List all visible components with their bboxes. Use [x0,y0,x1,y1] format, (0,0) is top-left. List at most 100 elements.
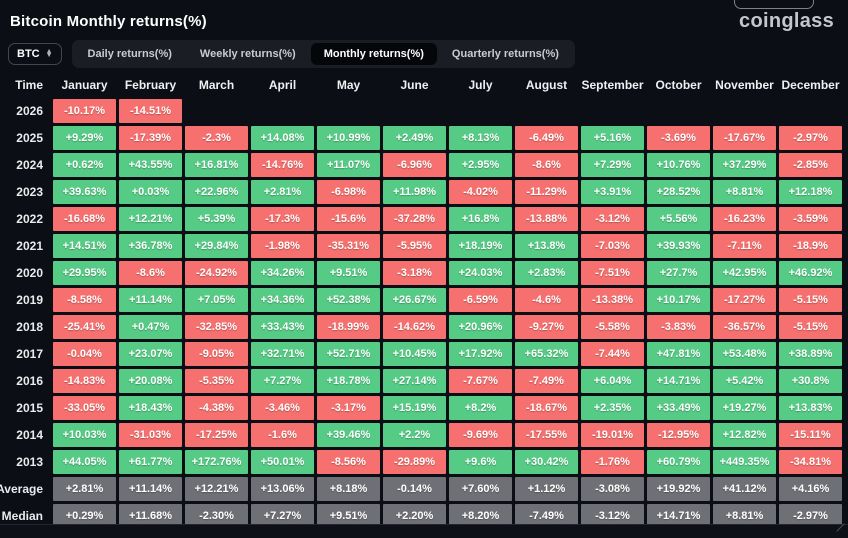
table-row-2013: 2013 +44.05% +61.77% +172.76% +50.01% -8.56% -… [0,450,842,474]
return-cell: +46.92% [779,261,842,285]
return-cell: -13.38% [581,288,644,312]
return-cell: -17.3% [251,207,314,231]
tab-daily-returns[interactable]: Daily returns(%) [75,43,185,65]
return-cell: +53.48% [713,342,776,366]
row-label: 2023 [16,185,43,199]
return-cell: -6.96% [383,153,446,177]
column-header-november: November [715,78,774,92]
table-row-2023: 2023 +39.63% +0.03% +22.96% +2.81% -6.98% +11.… [0,180,842,204]
return-cell: -6.59% [449,288,512,312]
row-label: 2025 [16,131,43,145]
return-cell: +39.46% [317,423,380,447]
return-cell: +6.04% [581,369,644,393]
column-header-april: April [268,78,297,92]
return-cell: +0.62% [53,153,116,177]
return-cell: +14.71% [647,369,710,393]
return-cell: -2.97% [779,126,842,150]
return-cell: -14.83% [53,369,116,393]
table-row-2015: 2015 -33.05% +18.43% -4.38% -3.46% -3.17% +15.… [0,396,842,420]
table-row-average: Average +2.81% +11.14% +12.21% +13.06% +8.18%… [0,477,842,501]
return-cell: +42.95% [713,261,776,285]
return-cell: -1.98% [251,234,314,258]
table-header: Time January February March April May June July… [0,75,842,95]
return-cell: +12.82% [713,423,776,447]
return-cell: +16.81% [185,153,248,177]
return-cell: -7.11% [713,234,776,258]
row-label: 2019 [16,293,43,307]
return-cell: -16.68% [53,207,116,231]
symbol-select[interactable]: BTC ▲ ▼ [8,43,62,65]
return-cell: +10.03% [53,423,116,447]
return-cell: +11.14% [119,288,182,312]
return-cell: -5.58% [581,315,644,339]
column-header-june: June [400,78,429,92]
return-cell: +9.51% [317,261,380,285]
tab-monthly-returns[interactable]: Monthly returns(%) [310,43,437,65]
return-cell: +449.35% [713,450,776,474]
return-cell: -15.11% [779,423,842,447]
return-cell: -3.08% [581,477,644,501]
return-cell: +13.83% [779,396,842,420]
return-cell: +5.39% [185,207,248,231]
return-cell: -25.41% [53,315,116,339]
return-cell: +22.96% [185,180,248,204]
return-cell: +20.08% [119,369,182,393]
return-cell: +172.76% [185,450,248,474]
tab-weekly-returns[interactable]: Weekly returns(%) [187,43,309,65]
return-cell: +13.8% [515,234,578,258]
return-cell: -17.25% [185,423,248,447]
return-cell: -3.59% [779,207,842,231]
return-cell [779,99,842,123]
return-cell: -17.55% [515,423,578,447]
return-cell: +2.81% [251,180,314,204]
bottom-strip [0,525,848,538]
return-cell: -24.92% [185,261,248,285]
return-cell: -2.3% [185,126,248,150]
return-cell: +2.2% [383,423,446,447]
column-header-october: October [655,78,702,92]
return-cell: +8.18% [317,477,380,501]
table-row-2017: 2017 -0.04% +23.07% -9.05% +32.71% +52.71% +10… [0,342,842,366]
return-cell: -17.27% [713,288,776,312]
return-cell: +11.07% [317,153,380,177]
return-cell: -5.35% [185,369,248,393]
return-cell: +10.45% [383,342,446,366]
return-cell: -3.12% [581,207,644,231]
return-cell: -2.85% [779,153,842,177]
return-cell: -7.03% [581,234,644,258]
return-cell: +2.81% [53,477,116,501]
return-cell [185,99,248,123]
row-label: Median [1,509,43,523]
table-row-2025: 2025 +9.29% -17.39% -2.3% +14.08% +10.99% +2.4… [0,126,842,150]
toolbar: BTC ▲ ▼ Daily returns(%) Weekly returns(%)… [8,40,848,68]
return-cell: -0.14% [383,477,446,501]
return-cell: +24.03% [449,261,512,285]
return-cell: +34.26% [251,261,314,285]
return-cell: +43.55% [119,153,182,177]
return-cell: +5.16% [581,126,644,150]
return-cell: +19.92% [647,477,710,501]
return-cell: -5.15% [779,288,842,312]
cropped-top-button[interactable] [734,0,814,9]
return-cell: -4.38% [185,396,248,420]
return-cell: +29.95% [53,261,116,285]
table-row-2026: 2026 -10.17% -14.51% [0,99,842,123]
column-header-march: March [198,78,235,92]
return-cell: -33.05% [53,396,116,420]
return-cell: +14.51% [53,234,116,258]
return-cell: -37.28% [383,207,446,231]
return-cell: -9.05% [185,342,248,366]
row-label: 2021 [16,239,43,253]
return-cell: +10.76% [647,153,710,177]
return-cell: -19.01% [581,423,644,447]
return-cell: -3.83% [647,315,710,339]
table-row-2018: 2018 -25.41% +0.47% -32.85% +33.43% -18.99% -1… [0,315,842,339]
row-label: 2015 [16,401,43,415]
return-cell: -31.03% [119,423,182,447]
tab-quarterly-returns[interactable]: Quarterly returns(%) [439,43,572,65]
return-cell: +8.81% [713,180,776,204]
return-cell: -8.6% [515,153,578,177]
return-cell: -3.17% [317,396,380,420]
coinglass-logo[interactable]: coinglass [739,9,834,32]
return-cell: -8.58% [53,288,116,312]
